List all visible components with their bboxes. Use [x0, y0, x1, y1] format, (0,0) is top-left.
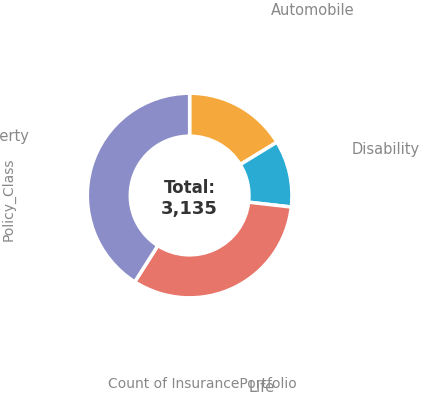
Text: Count of InsurancePortfolio: Count of InsurancePortfolio	[108, 377, 297, 391]
Text: Disability: Disability	[352, 142, 420, 157]
Wedge shape	[135, 202, 292, 298]
Text: Policy_Class: Policy_Class	[2, 158, 16, 241]
Wedge shape	[87, 93, 190, 282]
Text: Property: Property	[0, 128, 30, 144]
Text: Total:: Total:	[164, 179, 216, 198]
Text: Life: Life	[248, 380, 274, 395]
Wedge shape	[190, 93, 277, 164]
Text: Automobile: Automobile	[271, 2, 355, 18]
Wedge shape	[240, 142, 292, 207]
Text: 3,135: 3,135	[161, 200, 218, 218]
